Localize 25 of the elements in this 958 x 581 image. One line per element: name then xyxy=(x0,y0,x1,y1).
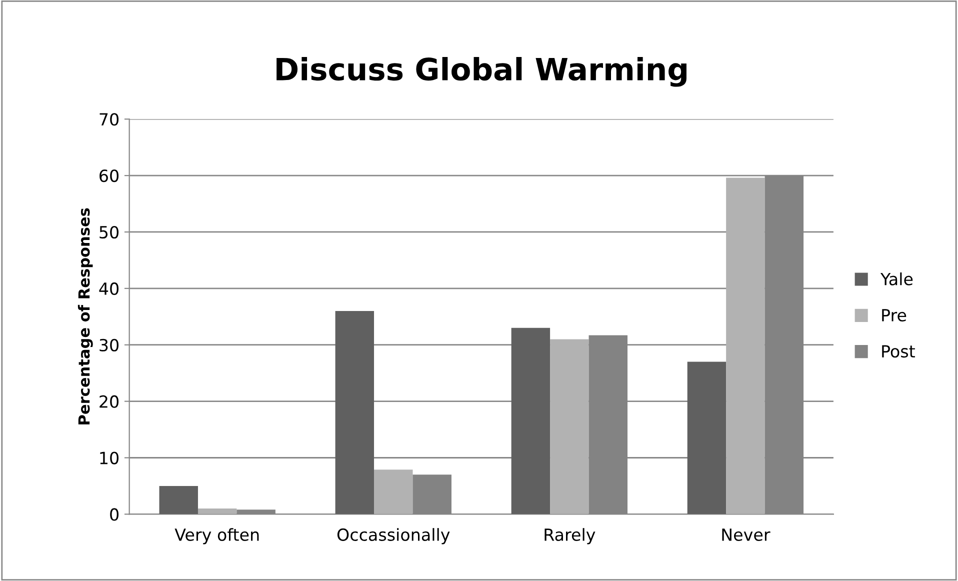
x-tick-label: Rarely xyxy=(544,528,596,544)
y-tick-label: 50 xyxy=(100,226,118,239)
y-tick-label: 70 xyxy=(100,113,118,126)
y-tick-label: 60 xyxy=(100,170,118,182)
chart-title: Discuss Global Warming xyxy=(276,57,686,87)
bar xyxy=(511,328,550,514)
legend-label: Yale xyxy=(880,272,913,286)
legend-label: Post xyxy=(882,345,915,358)
legend-label: Pre xyxy=(882,309,906,322)
y-axis-title: Percentage of Responses xyxy=(78,208,93,424)
y-tick-label: 30 xyxy=(100,338,118,352)
bar xyxy=(550,339,589,514)
y-tick-label: 10 xyxy=(100,452,118,464)
bar xyxy=(198,508,237,514)
bar xyxy=(159,486,198,514)
bar xyxy=(374,470,413,514)
x-tick-label: Occassionally xyxy=(337,528,450,544)
y-tick-label: 40 xyxy=(99,282,118,295)
y-tick-label: 20 xyxy=(100,395,118,408)
x-tick-label: Very often xyxy=(174,528,259,544)
bar xyxy=(687,362,726,514)
y-tick-label: 0 xyxy=(110,508,118,521)
bar xyxy=(335,311,374,514)
x-tick-label: Never xyxy=(722,528,770,541)
bar xyxy=(726,178,765,514)
